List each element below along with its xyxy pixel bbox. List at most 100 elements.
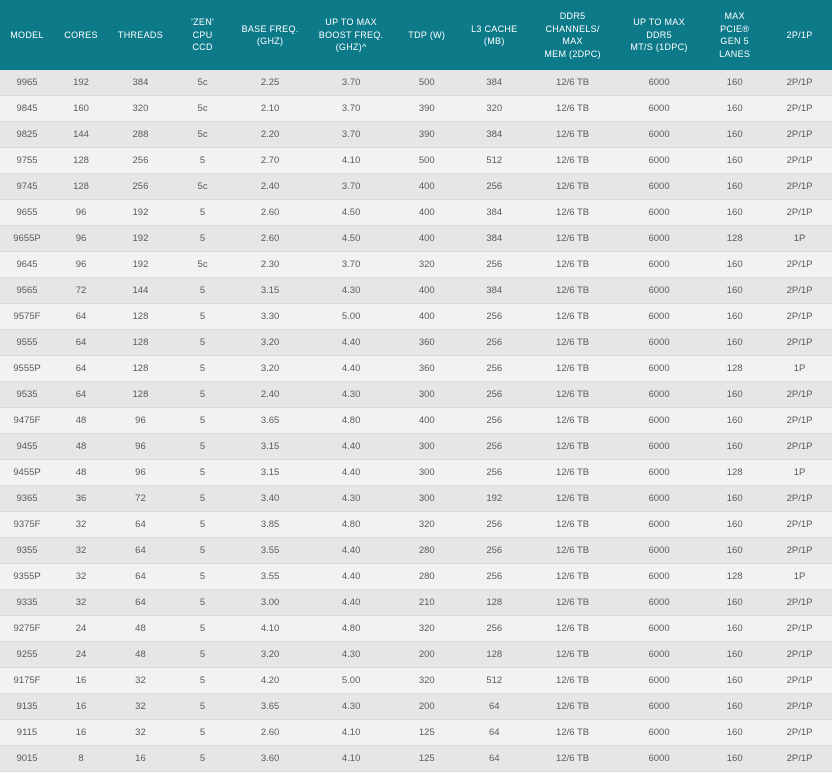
cell: 12/6 TB	[529, 96, 615, 122]
cell: 4.10	[308, 720, 394, 746]
table-row: 98251442885c2.203.7039038412/6 TB6000160…	[0, 122, 832, 148]
cell: 12/6 TB	[529, 304, 615, 330]
table-row: 9455489653.154.4030025612/6 TB60001602P/…	[0, 434, 832, 460]
cell: 2.60	[232, 200, 308, 226]
col-header-3: 'ZEN'CPUCCD	[173, 0, 232, 70]
table-row: 9115163252.604.101256412/6 TB60001602P/1…	[0, 720, 832, 746]
cell: 5	[173, 486, 232, 512]
cell: 6000	[616, 304, 702, 330]
cell: 192	[108, 252, 173, 278]
cell: 12/6 TB	[529, 564, 615, 590]
cell: 128	[54, 174, 108, 200]
cell: 3.15	[232, 460, 308, 486]
cell: 3.15	[232, 278, 308, 304]
cell: 9335	[0, 590, 54, 616]
cell: 64	[108, 538, 173, 564]
cell: 5	[173, 694, 232, 720]
cell: 12/6 TB	[529, 746, 615, 772]
cell: 6000	[616, 96, 702, 122]
table-row: 9555P6412853.204.4036025612/6 TB60001281…	[0, 356, 832, 382]
cell: 160	[702, 148, 767, 174]
cell: 5c	[173, 252, 232, 278]
cell: 5	[173, 616, 232, 642]
cell: 128	[702, 460, 767, 486]
cell: 256	[459, 356, 529, 382]
cell: 32	[108, 720, 173, 746]
cell: 64	[54, 304, 108, 330]
cell: 96	[108, 460, 173, 486]
cell: 12/6 TB	[529, 330, 615, 356]
cell: 125	[394, 746, 459, 772]
cell: 6000	[616, 642, 702, 668]
cell: 160	[702, 174, 767, 200]
cell: 32	[108, 694, 173, 720]
cell: 3.00	[232, 590, 308, 616]
cell: 64	[108, 564, 173, 590]
cell: 5.00	[308, 668, 394, 694]
cell: 2P/1P	[767, 434, 832, 460]
cell: 160	[702, 96, 767, 122]
table-row: 96559619252.604.5040038412/6 TB60001602P…	[0, 200, 832, 226]
cell: 6000	[616, 746, 702, 772]
cell: 4.30	[308, 278, 394, 304]
cell: 5	[173, 590, 232, 616]
cell: 2.40	[232, 382, 308, 408]
cell: 6000	[616, 70, 702, 96]
cell: 256	[459, 564, 529, 590]
cell: 4.80	[308, 408, 394, 434]
cell: 4.40	[308, 434, 394, 460]
cell: 1P	[767, 226, 832, 252]
cell: 192	[108, 226, 173, 252]
cell: 256	[459, 330, 529, 356]
cell: 32	[54, 564, 108, 590]
cell: 9135	[0, 694, 54, 720]
cell: 128	[108, 382, 173, 408]
cell: 5	[173, 512, 232, 538]
cell: 3.65	[232, 408, 308, 434]
cell: 24	[54, 642, 108, 668]
cell: 12/6 TB	[529, 590, 615, 616]
cell: 400	[394, 200, 459, 226]
cell: 2P/1P	[767, 278, 832, 304]
cell: 2P/1P	[767, 330, 832, 356]
cell: 12/6 TB	[529, 278, 615, 304]
cell: 256	[459, 460, 529, 486]
cell: 3.30	[232, 304, 308, 330]
cell: 320	[459, 96, 529, 122]
cell: 160	[702, 330, 767, 356]
cell: 160	[702, 252, 767, 278]
cell: 256	[108, 148, 173, 174]
cell: 64	[54, 330, 108, 356]
cell: 210	[394, 590, 459, 616]
cell: 12/6 TB	[529, 460, 615, 486]
cell: 96	[54, 252, 108, 278]
cell: 6000	[616, 538, 702, 564]
cell: 200	[394, 694, 459, 720]
cell: 12/6 TB	[529, 382, 615, 408]
cell: 192	[108, 200, 173, 226]
cell: 9355	[0, 538, 54, 564]
table-row: 9655P9619252.604.5040038412/6 TB60001281…	[0, 226, 832, 252]
cell: 6000	[616, 226, 702, 252]
cell: 384	[459, 200, 529, 226]
cell: 6000	[616, 564, 702, 590]
cell: 9275F	[0, 616, 54, 642]
cell: 5	[173, 720, 232, 746]
cell: 48	[108, 642, 173, 668]
cell: 300	[394, 486, 459, 512]
cell: 6000	[616, 668, 702, 694]
cell: 280	[394, 564, 459, 590]
cell: 3.20	[232, 356, 308, 382]
cell: 390	[394, 96, 459, 122]
cell: 384	[459, 70, 529, 96]
cell: 2P/1P	[767, 122, 832, 148]
cell: 160	[702, 538, 767, 564]
cell: 9755	[0, 148, 54, 174]
cell: 256	[459, 382, 529, 408]
cell: 6000	[616, 512, 702, 538]
cell: 5c	[173, 174, 232, 200]
cell: 160	[702, 642, 767, 668]
cell: 16	[108, 746, 173, 772]
cell: 160	[702, 122, 767, 148]
cell: 6000	[616, 720, 702, 746]
